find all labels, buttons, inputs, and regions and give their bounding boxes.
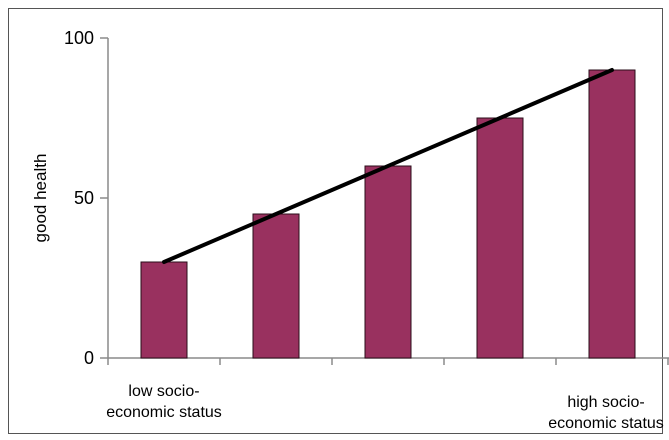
x-category-label: economic status (106, 404, 222, 421)
y-tick-label: 0 (84, 348, 94, 368)
trendline (162, 68, 614, 264)
x-category-label: economic status (548, 415, 664, 432)
bar (588, 69, 636, 359)
bar (252, 213, 300, 359)
x-category-label: low socio- (128, 383, 199, 400)
y-axis-title: good health (31, 154, 50, 243)
chart-frame (8, 8, 663, 434)
y-tick-label: 50 (74, 188, 94, 208)
bar (140, 261, 188, 359)
labels: 0 50 100 good health low socio-economic stat… (31, 28, 664, 432)
bar (364, 165, 412, 359)
x-category-label: high socio- (567, 394, 644, 411)
bar (476, 117, 524, 359)
bars (140, 69, 636, 359)
y-tick-label: 100 (64, 28, 94, 48)
trendline-group (162, 68, 614, 264)
